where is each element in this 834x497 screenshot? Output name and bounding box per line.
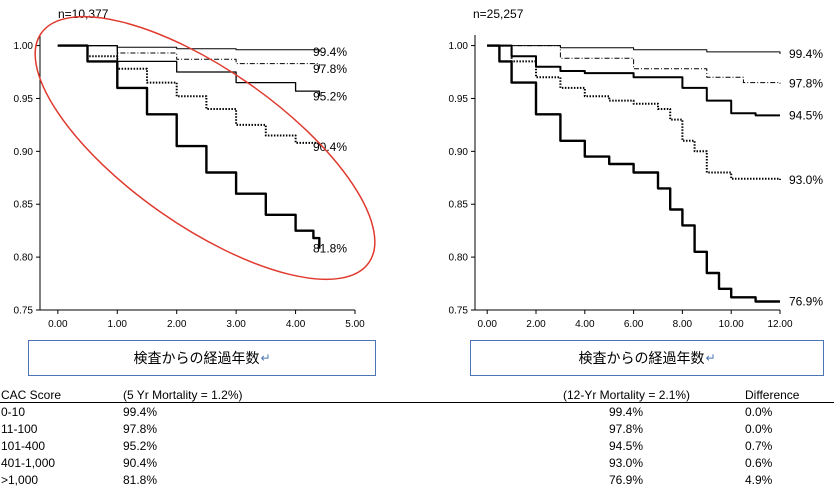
series-line (487, 45, 781, 84)
series-line (487, 44, 780, 303)
x-axis-caption-right-text: 検査からの経過年数 (578, 351, 705, 367)
return-mark-icon: ↵ (705, 351, 716, 365)
series-end-label: 76.9% (789, 295, 823, 309)
cac-score: 0-10 (1, 405, 26, 419)
x-tick-label: 10.00 (719, 319, 744, 330)
x-tick-label: 6.00 (624, 319, 644, 330)
y-tick-label: 0.80 (449, 253, 469, 264)
x-tick-label: 1.00 (108, 319, 128, 330)
x-tick-label: 4.00 (286, 319, 306, 330)
series-end-label: 99.4% (789, 47, 823, 61)
series-end-label: 99.4% (313, 45, 347, 59)
x-tick-label: 0.00 (48, 319, 68, 330)
cac-score: 401-1,000 (1, 456, 56, 470)
twelve-yr-survival: 99.4% (609, 405, 644, 419)
y-tick-label: 1.00 (14, 41, 34, 52)
series-end-label: 81.8% (313, 242, 347, 256)
series-end-label: 90.4% (313, 140, 347, 154)
chart-title: n=25,257 (473, 7, 524, 21)
y-tick-label: 1.00 (449, 41, 469, 52)
header-cac-score: CAC Score (1, 388, 62, 402)
y-tick-label: 0.75 (449, 306, 469, 317)
x-tick-label: 5.00 (345, 319, 365, 330)
series-line (487, 45, 781, 54)
series-end-label: 97.8% (313, 62, 347, 76)
twelve-yr-survival: 76.9% (609, 473, 644, 487)
x-tick-label: 8.00 (673, 319, 693, 330)
twelve-yr-survival: 97.8% (609, 422, 644, 436)
table-row: 0-10 99.4% 99.4% 0.0% (0, 405, 834, 422)
x-tick-label: 12.00 (767, 319, 792, 330)
x-tick-label: 4.00 (575, 319, 595, 330)
x-axis-caption-left-text: 検査からの経過年数 (133, 351, 260, 367)
series-line (57, 44, 320, 97)
y-tick-label: 0.85 (449, 200, 469, 211)
series-line (57, 45, 320, 52)
header-12yr-mortality: (12-Yr Mortality = 2.1%) (563, 388, 691, 402)
table-header-divider (0, 402, 834, 403)
series-end-label: 94.5% (789, 108, 823, 122)
table-row: 11-100 97.8% 97.8% 0.0% (0, 422, 834, 439)
y-tick-label: 0.95 (14, 94, 34, 105)
return-mark-icon: ↵ (260, 351, 271, 365)
difference: 0.6% (745, 456, 773, 470)
x-tick-label: 3.00 (226, 319, 246, 330)
cac-score: >1,000 (1, 473, 39, 487)
series-line (487, 44, 780, 117)
difference: 0.0% (745, 422, 773, 436)
five-yr-survival: 97.8% (123, 422, 158, 436)
cac-score: 11-100 (1, 422, 38, 436)
series-line (57, 44, 321, 148)
five-yr-survival: 90.4% (123, 456, 158, 470)
series-end-label: 97.8% (789, 77, 823, 91)
table-row: >1,000 81.8% 76.9% 4.9% (0, 473, 834, 490)
header-difference: Difference (745, 388, 800, 402)
series-end-label: 95.2% (313, 89, 347, 103)
table-row: 101-400 95.2% 94.5% 0.7% (0, 439, 834, 456)
y-tick-label: 0.95 (449, 94, 469, 105)
y-tick-label: 0.80 (14, 253, 34, 264)
difference: 0.0% (745, 405, 773, 419)
difference: 0.7% (745, 439, 773, 453)
y-tick-label: 0.75 (14, 306, 34, 317)
x-tick-label: 2.00 (167, 319, 187, 330)
twelve-yr-survival: 93.0% (609, 456, 644, 470)
difference: 4.9% (745, 473, 773, 487)
series-end-label: 93.0% (789, 173, 823, 187)
series-line (57, 44, 321, 249)
series-line (487, 44, 781, 180)
five-yr-survival: 95.2% (123, 439, 158, 453)
five-yr-survival: 81.8% (123, 473, 158, 487)
x-axis-caption-left: 検査からの経過年数 ↵ (28, 340, 376, 376)
five-yr-survival: 99.4% (123, 405, 158, 419)
twelve-yr-survival: 94.5% (609, 439, 644, 453)
table-row: 401-1,000 90.4% 93.0% 0.6% (0, 456, 834, 473)
highlight-ellipse (34, 15, 376, 281)
header-5yr-mortality: (5 Yr Mortality = 1.2%) (123, 388, 243, 402)
y-tick-label: 0.90 (449, 147, 469, 158)
y-tick-label: 0.85 (14, 200, 34, 211)
table-header-row: CAC Score (5 Yr Mortality = 1.2%) (12-Yr… (0, 388, 834, 405)
cac-score: 101-400 (1, 439, 46, 453)
y-tick-label: 0.90 (14, 147, 34, 158)
x-tick-label: 2.00 (526, 319, 546, 330)
x-axis-caption-right: 検査からの経過年数 ↵ (470, 340, 824, 376)
x-tick-label: 0.00 (477, 319, 497, 330)
